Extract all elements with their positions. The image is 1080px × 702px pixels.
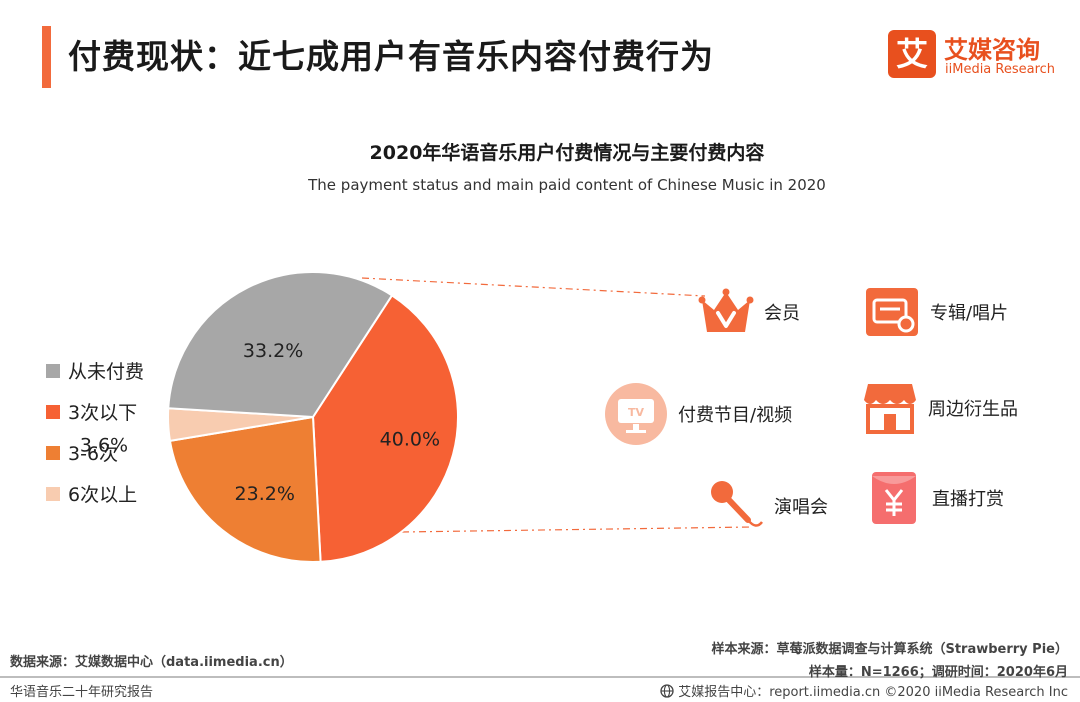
footer-report-name: 华语音乐二十年研究报告 bbox=[10, 685, 154, 700]
pie-label-2: 3.6% bbox=[80, 434, 128, 456]
microphone-icon bbox=[711, 481, 763, 527]
paid-content-album: 专辑/唱片 bbox=[864, 284, 1008, 340]
pie-slice-3 bbox=[167, 271, 394, 419]
legend-item-3-6: 3-6次 bbox=[46, 432, 144, 473]
paid-content-label: 付费节目/视频 bbox=[678, 405, 793, 426]
title-accent-bar bbox=[42, 26, 51, 88]
legend-item-under-3: 3次以下 bbox=[46, 391, 144, 432]
footer-sample-info: 样本量：N=1266；调研时间：2020年6月 bbox=[808, 665, 1068, 680]
tv-icon: TV bbox=[605, 383, 667, 445]
pie-slice-1 bbox=[168, 415, 322, 563]
paid-content-merchandise: 周边衍生品 bbox=[862, 380, 1018, 436]
footer-divider bbox=[0, 676, 1080, 678]
logo-cn-name: 艾媒咨询 bbox=[944, 36, 1040, 64]
paid-content-membership: 会员 bbox=[698, 284, 800, 340]
chart-legend: 从未付费 3次以下 3-6次 6次以上 bbox=[46, 350, 144, 514]
logo-en-name: iiMedia Research bbox=[945, 62, 1056, 77]
chart-subtitle: The payment status and main paid content… bbox=[308, 176, 826, 194]
album-icon bbox=[866, 288, 918, 336]
legend-label: 从未付费 bbox=[68, 361, 145, 383]
footer-data-source: 数据来源：艾媒数据中心（data.iimedia.cn） bbox=[10, 655, 293, 670]
callout-line-top bbox=[361, 277, 706, 297]
legend-swatch bbox=[46, 445, 60, 460]
paid-content-label: 专辑/唱片 bbox=[930, 303, 1009, 324]
legend-swatch bbox=[46, 486, 60, 501]
paid-content-label: 会员 bbox=[764, 303, 800, 324]
callout-line-bottom bbox=[401, 526, 753, 533]
paid-content-concert: 演唱会 bbox=[708, 478, 828, 534]
pie-label-3: 33.2% bbox=[243, 340, 303, 362]
paid-content-live-tipping: 直播打赏 bbox=[866, 470, 1004, 526]
legend-label: 3-6次 bbox=[68, 443, 119, 465]
pie-label-1: 23.2% bbox=[235, 483, 295, 505]
footer-copyright-text: 艾媒报告中心：report.iimedia.cn ©2020 iiMedia R… bbox=[678, 685, 1068, 700]
red-envelope-icon bbox=[872, 472, 916, 524]
chart-title: 2020年华语音乐用户付费情况与主要付费内容 bbox=[369, 142, 765, 164]
legend-label: 3次以下 bbox=[68, 402, 138, 424]
paid-content-label: 直播打赏 bbox=[932, 489, 1004, 510]
logo-mark: 艾 bbox=[888, 30, 936, 78]
pie-label-0: 40.0% bbox=[380, 428, 440, 450]
svg-text:TV: TV bbox=[628, 406, 645, 419]
shop-icon bbox=[864, 384, 916, 434]
paid-content-label: 演唱会 bbox=[774, 497, 828, 518]
iimedia-logo: 艾 艾媒咨询 iiMedia Research bbox=[888, 30, 1068, 82]
footer-copyright: 艾媒报告中心：report.iimedia.cn ©2020 iiMedia R… bbox=[660, 681, 1068, 700]
footer-sample-source: 样本来源：草莓派数据调查与计算系统（Strawberry Pie） bbox=[711, 642, 1068, 657]
paid-content-label: 周边衍生品 bbox=[928, 399, 1018, 420]
legend-item-over-6: 6次以上 bbox=[46, 473, 144, 514]
legend-label: 6次以上 bbox=[68, 484, 138, 506]
crown-icon bbox=[698, 288, 754, 332]
page-title: 付费现状：近七成用户有音乐内容付费行为 bbox=[68, 37, 714, 76]
legend-swatch bbox=[46, 404, 60, 419]
legend-swatch bbox=[46, 363, 60, 378]
legend-item-never: 从未付费 bbox=[46, 350, 144, 391]
paid-content-program: TV 付费节目/视频 bbox=[604, 382, 792, 446]
globe-icon bbox=[660, 683, 674, 698]
